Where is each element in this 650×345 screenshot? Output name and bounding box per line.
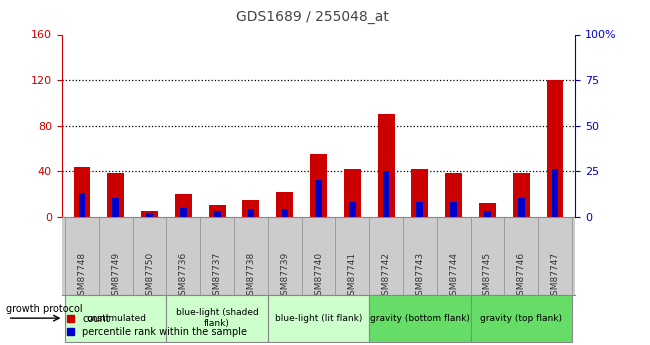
Bar [378,114,395,217]
Bar [484,211,491,217]
Bar [209,205,226,217]
Bar [547,80,564,217]
Bar [214,211,220,217]
Bar [242,199,259,217]
Text: blue-light (lit flank): blue-light (lit flank) [275,314,362,323]
Bar [315,180,322,217]
Bar [166,295,268,342]
Bar [73,167,90,217]
Text: growth protocol: growth protocol [6,304,83,314]
Bar [112,198,119,217]
Text: gravity (top flank): gravity (top flank) [480,314,562,323]
Bar [310,154,327,217]
Bar [146,213,153,217]
Bar [79,193,85,217]
Bar [175,194,192,217]
Bar [450,202,457,217]
Bar [417,202,423,217]
Bar [411,169,428,217]
Bar [479,203,496,217]
Bar [65,295,166,342]
Bar [180,208,187,217]
Bar [281,209,288,217]
Legend: count, percentile rank within the sample: count, percentile rank within the sample [66,314,247,337]
Bar [518,198,525,217]
Bar [107,174,124,217]
Text: blue-light (shaded
flank): blue-light (shaded flank) [176,308,259,328]
Bar [513,174,530,217]
Bar [383,171,389,217]
Bar [369,295,471,342]
Bar [344,169,361,217]
Text: gravity (bottom flank): gravity (bottom flank) [370,314,470,323]
Text: unstimulated: unstimulated [86,314,146,323]
Text: GDS1689 / 255048_at: GDS1689 / 255048_at [235,10,389,24]
Bar [471,295,572,342]
Bar [552,169,558,217]
Bar [349,202,356,217]
Bar [248,209,254,217]
Bar [445,174,462,217]
Bar [276,191,293,217]
Bar [141,211,158,217]
Bar [268,295,369,342]
